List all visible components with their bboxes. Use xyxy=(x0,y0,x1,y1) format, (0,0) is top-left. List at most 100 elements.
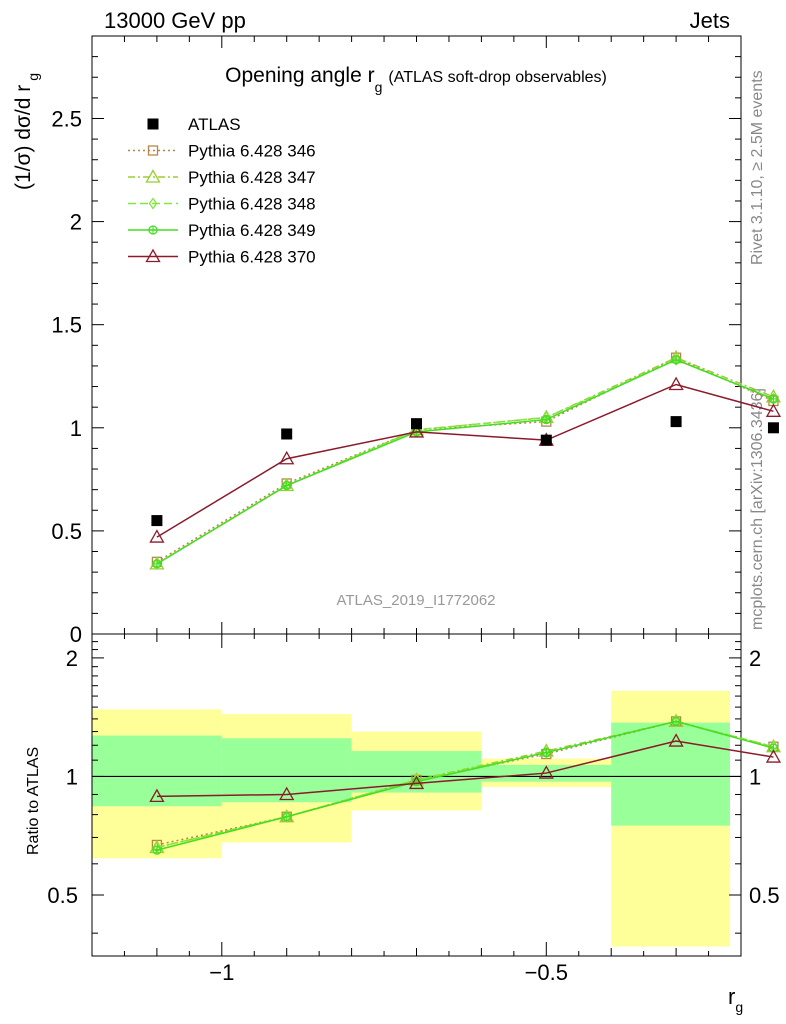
series-point xyxy=(768,394,779,404)
ratio-series-point xyxy=(668,733,684,747)
ratio-panel: 0.5 0.5 1 1 2 2 −1 −0.5 Ratio to ATLAS rg xyxy=(25,633,782,1015)
ratio-series xyxy=(149,713,782,855)
main-ytick-label: 0.5 xyxy=(51,519,82,544)
side-label-top: Rivet 3.1.10, ≥ 2.5M events xyxy=(749,70,766,265)
main-ytick-label-zero: 0 xyxy=(70,622,82,647)
data-point xyxy=(281,428,293,440)
x-axis-label: rg xyxy=(728,984,743,1015)
ratio-series-point xyxy=(282,810,291,823)
series-point xyxy=(408,424,425,438)
chart-title: Opening angle rg (ATLAS soft-drop observa… xyxy=(225,64,607,95)
main-ytick-label: 1.5 xyxy=(51,313,82,338)
legend-marker xyxy=(147,145,159,156)
legend-entry-pythia-6-428-348: Pythia 6.428 348 xyxy=(128,195,316,214)
ratio-series-line xyxy=(156,720,774,851)
ratio-ytick-label-right: 0.5 xyxy=(749,883,780,908)
ratio-ytick-label-right: 2 xyxy=(749,646,761,671)
legend-marker xyxy=(148,197,158,210)
ratio-series-point xyxy=(671,715,681,728)
main-series xyxy=(149,349,782,571)
ratio-xtick-label: −1 xyxy=(209,960,234,985)
main-panel: 0.5 1 1.5 2 2.5 0 ATLAS_2019_I1772062 Opening… xyxy=(12,35,782,647)
stat-uncertainty-band xyxy=(92,735,222,807)
ratio-ytick-label: 1 xyxy=(66,764,78,789)
watermark: ATLAS_2019_I1772062 xyxy=(336,592,495,609)
legend-entry-atlas: ATLAS xyxy=(147,115,241,134)
chart-title-suffix: (ATLAS soft-drop observables) xyxy=(388,69,606,86)
ratio-ytick-label: 2 xyxy=(66,646,78,671)
ratio-series-point xyxy=(279,786,295,801)
legend-marker xyxy=(145,169,161,183)
ratio-series-point xyxy=(765,749,782,763)
main-ylabel: (1/σ) dσ/d r g xyxy=(12,73,41,190)
main-ylabel-text: (1/σ) dσ/d r xyxy=(12,85,35,190)
main-ticks: 0.5 1 1.5 2 2.5 0 xyxy=(51,35,742,647)
ratio-bands xyxy=(92,690,730,947)
data-point xyxy=(540,434,552,446)
data-point xyxy=(670,416,682,428)
legend-label: ATLAS xyxy=(188,115,241,134)
series-pythia-6-428-347 xyxy=(149,349,782,570)
series-line xyxy=(156,383,774,538)
ratio-series-pythia-6-428-370 xyxy=(149,733,782,803)
series-pythia-6-428-370 xyxy=(149,376,782,543)
main-data-points xyxy=(151,416,779,527)
ratio-ticks: 0.5 0.5 1 1 2 2 −1 −0.5 xyxy=(47,634,780,985)
main-ytick-label: 2.5 xyxy=(51,106,82,131)
data-point xyxy=(411,418,422,430)
ratio-series-point xyxy=(149,788,165,803)
chart-title-main: Opening angle r xyxy=(225,64,374,87)
legend-entry-pythia-6-428-370: Pythia 6.428 370 xyxy=(128,248,316,267)
series-point xyxy=(765,403,782,417)
series-point xyxy=(282,480,292,491)
stat-uncertainty-band xyxy=(611,722,730,826)
main-ytick-label: 1 xyxy=(70,416,82,441)
legend: ATLAS Pythia 6.428 346 Pythia 6.428 347 Pyt… xyxy=(128,115,316,267)
series-point xyxy=(671,355,681,365)
series-pythia-6-428-346 xyxy=(151,352,779,567)
legend-label: Pythia 6.428 346 xyxy=(188,142,316,161)
series-point xyxy=(541,414,551,425)
x-axis-label-text: r xyxy=(728,984,735,1009)
main-ylabel-sub: g xyxy=(25,73,41,81)
legend-entry-pythia-6-428-347: Pythia 6.428 347 xyxy=(128,168,316,187)
legend-marker xyxy=(145,248,161,263)
series-point xyxy=(149,529,165,543)
ratio-ytick-label: 0.5 xyxy=(47,883,78,908)
legend-label: Pythia 6.428 348 xyxy=(188,195,316,214)
side-label-bottom: mcplots.cern.ch [arXiv:1306.3436] xyxy=(749,388,766,630)
ratio-series-point xyxy=(541,747,551,758)
series-line xyxy=(156,356,774,565)
energy-label: 13000 GeV pp xyxy=(104,8,246,33)
legend-entry-pythia-6-428-346: Pythia 6.428 346 xyxy=(128,142,316,161)
series-point xyxy=(671,353,681,366)
series-line xyxy=(156,356,774,563)
chart-title-sub: g xyxy=(375,79,383,95)
series-pythia-6-428-349 xyxy=(152,355,779,569)
series-line xyxy=(156,358,774,565)
main-ytick-label: 2 xyxy=(70,210,82,235)
ratio-series-point xyxy=(542,746,551,759)
legend-label: Pythia 6.428 347 xyxy=(188,168,316,187)
category-label: Jets xyxy=(690,8,730,33)
series-line xyxy=(156,358,774,565)
data-point xyxy=(767,422,779,434)
series-point xyxy=(279,450,295,465)
x-axis-label-sub: g xyxy=(735,999,743,1015)
ratio-ylabel: Ratio to ATLAS xyxy=(25,747,42,855)
ratio-ytick-label-right: 1 xyxy=(749,764,761,789)
data-point xyxy=(151,515,163,527)
ratio-series-line xyxy=(156,740,774,798)
series-point xyxy=(668,376,684,391)
ratio-series-point xyxy=(282,812,292,822)
ratio-xtick-label: −0.5 xyxy=(525,960,568,985)
legend-label: Pythia 6.428 370 xyxy=(188,248,316,267)
series-point xyxy=(152,559,162,569)
legend-marker xyxy=(147,118,159,130)
legend-label: Pythia 6.428 349 xyxy=(188,221,316,240)
ratio-series-point xyxy=(152,845,162,855)
ratio-series-point xyxy=(538,765,554,779)
stat-uncertainty-band xyxy=(221,738,352,803)
ratio-series-point xyxy=(408,775,425,790)
